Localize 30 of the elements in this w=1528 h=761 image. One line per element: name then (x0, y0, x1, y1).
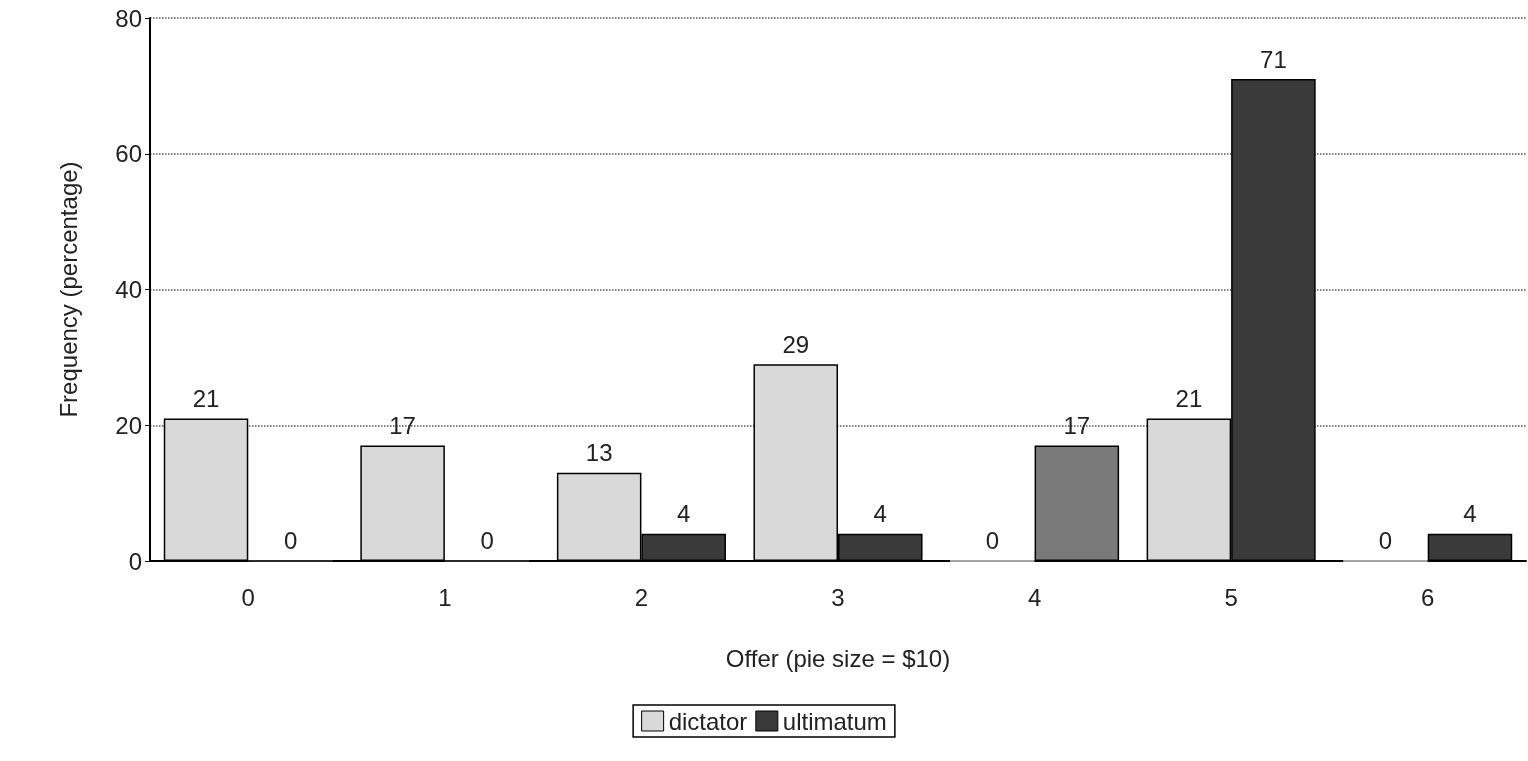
data-label: 71 (1260, 45, 1287, 73)
data-label: 4 (873, 500, 887, 528)
data-label: 29 (782, 330, 810, 358)
y-axis-title: Frequency (percentage) (54, 161, 82, 418)
x-tick-label: 1 (438, 583, 452, 611)
x-tick-label: 3 (831, 583, 845, 611)
y-tick-label: 0 (128, 547, 142, 575)
data-label: 0 (480, 526, 494, 554)
x-tick-label: 0 (241, 583, 255, 611)
data-label: 17 (389, 412, 416, 440)
legend-label: dictator (668, 707, 748, 735)
data-label: 4 (677, 500, 691, 528)
data-label: 21 (1175, 384, 1203, 412)
y-tick-label: 80 (115, 4, 142, 32)
x-tick-label: 6 (1421, 583, 1435, 611)
x-tick-label: 5 (1224, 583, 1238, 611)
data-label: 21 (192, 384, 220, 412)
data-label: 0 (985, 526, 999, 554)
legend-label: ultimatum (782, 707, 887, 735)
y-tick-label: 60 (115, 140, 142, 168)
x-tick-label: 4 (1027, 583, 1042, 611)
x-axis-title: Offer (pie size = $10) (725, 644, 951, 672)
data-label: 0 (1378, 526, 1393, 554)
data-label: 17 (1063, 412, 1091, 440)
y-tick-label: 20 (115, 411, 142, 439)
y-tick-label: 40 (115, 276, 142, 303)
x-tick-label: 2 (634, 583, 649, 611)
data-label: 13 (585, 439, 613, 467)
data-label: 0 (283, 526, 298, 554)
data-label: 4 (1463, 500, 1477, 528)
